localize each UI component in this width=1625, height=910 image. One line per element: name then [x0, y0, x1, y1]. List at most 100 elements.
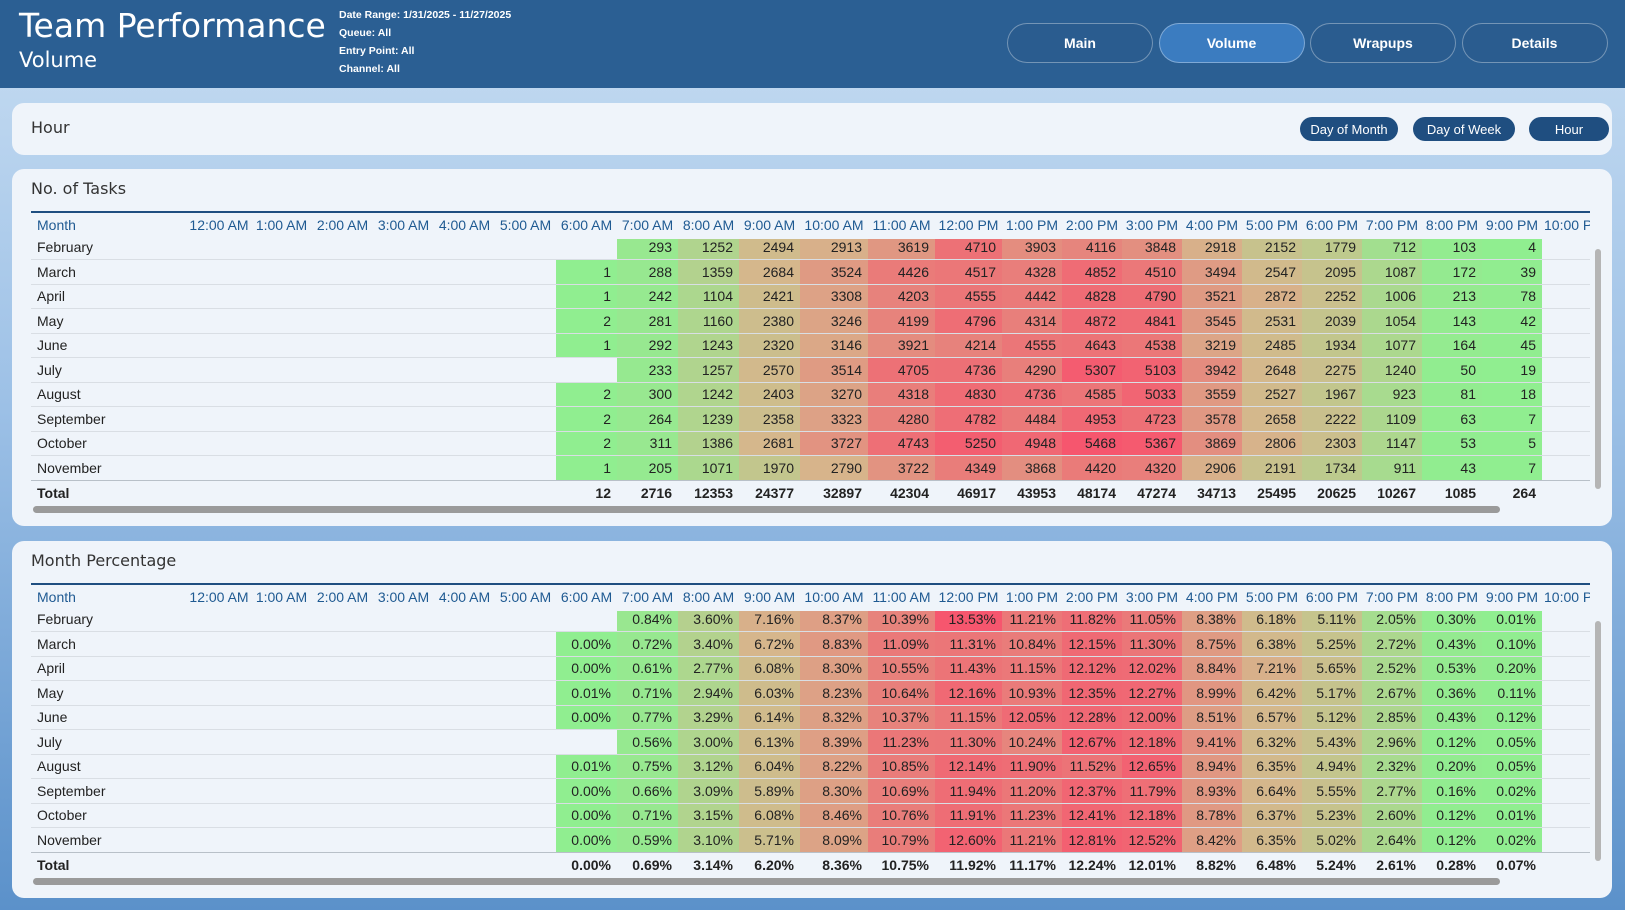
cell: 4555	[935, 284, 1002, 309]
column-header: 8:00 AM	[682, 589, 735, 606]
total-cell	[434, 852, 495, 877]
cell	[1542, 259, 1590, 285]
cell: 10.39%	[868, 611, 935, 632]
horizontal-scrollbar[interactable]	[33, 506, 1500, 513]
cell	[556, 611, 617, 632]
cell	[312, 406, 373, 432]
column-header: 9:00 PM	[1485, 589, 1539, 606]
row-label: May	[31, 680, 187, 706]
vertical-scrollbar[interactable]	[1595, 621, 1601, 861]
cell: 3848	[1122, 239, 1182, 260]
cell: 19	[1482, 357, 1542, 383]
cell: 81	[1422, 382, 1482, 407]
header-row: Month 12:00 AM 1:00 AM 2:00 AM 3:00 AM 4:00 A…	[31, 213, 1590, 238]
cell: 3903	[1002, 239, 1062, 260]
nav-button[interactable]: Details	[1461, 23, 1608, 63]
vertical-scrollbar[interactable]	[1595, 249, 1601, 489]
total-cell	[373, 480, 434, 505]
cell	[251, 631, 312, 657]
cell: 12.52%	[1122, 827, 1182, 852]
cell: 0.00%	[556, 827, 617, 852]
cell: 2222	[1302, 406, 1362, 432]
cell: 3.10%	[678, 827, 739, 852]
column-header: 10:00 AM	[804, 217, 864, 234]
table-body: February 0.84% 3.60% 7.16% 8.37% 10.39% 13.53%…	[31, 611, 1590, 852]
cell: 12.12%	[1062, 656, 1122, 681]
cell: 12.41%	[1062, 803, 1122, 828]
nav-button[interactable]: Wrapups	[1310, 23, 1456, 63]
cell: 10.55%	[868, 656, 935, 681]
cell	[187, 611, 251, 632]
cell	[312, 259, 373, 285]
cell: 3514	[800, 357, 868, 383]
cell: 4116	[1062, 239, 1122, 260]
horizontal-scrollbar[interactable]	[33, 878, 1500, 885]
filter-button[interactable]: Hour	[1529, 117, 1609, 141]
cell	[373, 729, 434, 755]
cell	[251, 333, 312, 358]
cell	[312, 357, 373, 383]
cell	[434, 631, 495, 657]
cell	[495, 754, 556, 779]
cell: 0.00%	[556, 656, 617, 681]
cell: 8.78%	[1182, 803, 1242, 828]
table-total: Total 0.00% 0.69% 3.14% 6.20% 8.36% 10.75% 11.9…	[31, 852, 1590, 877]
row-header: Month	[37, 589, 76, 606]
cell: 143	[1422, 308, 1482, 334]
cell	[373, 284, 434, 309]
cell: 5033	[1122, 382, 1182, 407]
cell: 0.00%	[556, 705, 617, 730]
cell	[312, 239, 373, 260]
cell: 2252	[1302, 284, 1362, 309]
cell	[495, 239, 556, 260]
cell	[251, 431, 312, 456]
cell	[187, 754, 251, 779]
cell: 4349	[935, 455, 1002, 480]
column-header: 8:00 PM	[1425, 589, 1479, 606]
column-header: 2:00 PM	[1065, 217, 1119, 234]
nav-button[interactable]: Main	[1007, 23, 1153, 63]
filter-button[interactable]: Day of Week	[1413, 117, 1515, 141]
total-cell: 46917	[935, 480, 1002, 505]
cell: 4828	[1062, 284, 1122, 309]
cell: 10.93%	[1002, 680, 1062, 706]
total-cell	[495, 852, 556, 877]
cell: 2681	[739, 431, 800, 456]
cell: 1109	[1362, 406, 1422, 432]
cell: 2320	[739, 333, 800, 358]
cell: 2527	[1242, 382, 1302, 407]
cell: 3246	[800, 308, 868, 334]
cell: 18	[1482, 382, 1542, 407]
cell: 2658	[1242, 406, 1302, 432]
cell	[187, 656, 251, 681]
cell	[187, 827, 251, 852]
table-row: July 0.56% 3.00% 6.13% 8.39% 11.23% 11.30% 10.2…	[31, 729, 1590, 755]
cell: 7.21%	[1242, 656, 1302, 681]
cell: 10.64%	[868, 680, 935, 706]
cell	[1542, 827, 1590, 852]
cell: 2358	[739, 406, 800, 432]
table-row: May 2 281 1160 2380 3246 4199 4796 4314 4872 4841 3…	[31, 308, 1590, 334]
cell: 3.40%	[678, 631, 739, 657]
nav-button[interactable]: Volume	[1158, 23, 1305, 63]
cell: 1147	[1362, 431, 1422, 456]
total-cell	[251, 480, 312, 505]
cell	[495, 611, 556, 632]
cell: 12.81%	[1062, 827, 1122, 852]
cell: 0.53%	[1422, 656, 1482, 681]
cell: 172	[1422, 259, 1482, 285]
total-cell: 11.92%	[935, 852, 1002, 877]
row-label: July	[31, 729, 187, 755]
cell: 12.35%	[1062, 680, 1122, 706]
cell: 0.05%	[1482, 729, 1542, 755]
filter-button[interactable]: Day of Month	[1300, 117, 1398, 141]
cell: 164	[1422, 333, 1482, 358]
cell	[251, 357, 312, 383]
cell: 50	[1422, 357, 1482, 383]
cell: 1	[556, 284, 617, 309]
row-label: June	[31, 333, 187, 358]
row-label: March	[31, 259, 187, 285]
column-header: 11:00 AM	[872, 217, 931, 234]
total-cell	[1542, 480, 1590, 505]
cell: 12.00%	[1122, 705, 1182, 730]
